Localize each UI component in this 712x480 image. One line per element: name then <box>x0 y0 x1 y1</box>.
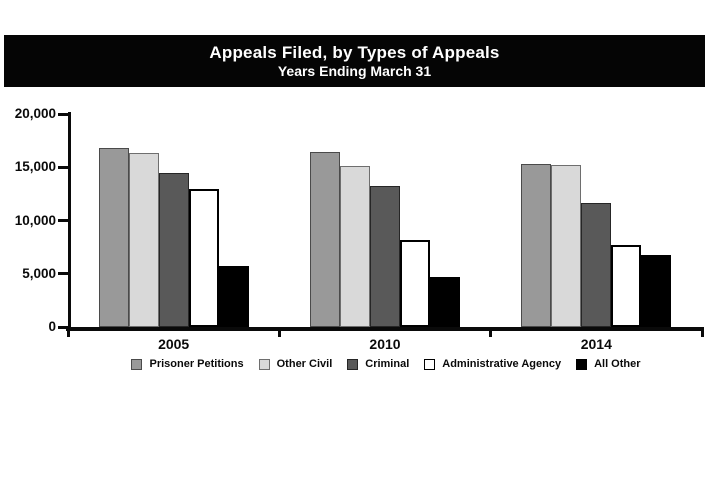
legend: Prisoner Petitions Other Civil Criminal Adm… <box>70 358 702 370</box>
y-tick <box>58 272 68 276</box>
legend-label: Prisoner Petitions <box>149 358 244 370</box>
bar <box>611 245 642 327</box>
bar <box>399 240 430 327</box>
x-tick <box>700 329 704 337</box>
bar <box>339 166 370 327</box>
y-tick-label: 0 <box>48 319 56 334</box>
legend-swatch-icon <box>258 358 270 370</box>
legend-item: Prisoner Petitions <box>131 358 244 370</box>
x-axis-line <box>66 327 704 331</box>
legend-swatch-icon <box>347 358 359 370</box>
bar <box>98 148 129 327</box>
legend-item: Other Civil <box>258 358 333 370</box>
bar <box>369 186 400 327</box>
bar <box>429 277 460 327</box>
y-tick-label: 15,000 <box>14 159 56 175</box>
legend-label: Administrative Agency <box>442 358 562 370</box>
y-tick <box>58 112 68 116</box>
bar-group-2014 <box>491 114 702 327</box>
title-banner: Appeals Filed, by Types of Appeals Years… <box>4 35 705 87</box>
chart-subtitle: Years Ending March 31 <box>277 63 432 79</box>
legend-item: Criminal <box>347 358 409 370</box>
bar <box>581 203 612 327</box>
x-tick <box>66 329 70 337</box>
y-tick-label: 20,000 <box>14 106 56 121</box>
bar <box>521 164 552 327</box>
y-tick-label: 5,000 <box>22 265 56 281</box>
bar-group-2005 <box>68 114 279 327</box>
legend-item: All Other <box>576 358 641 370</box>
bar <box>188 189 219 327</box>
bar-group-2010 <box>279 114 490 327</box>
y-tick <box>58 165 68 169</box>
x-category-label: 2005 <box>158 336 190 352</box>
legend-label: Criminal <box>365 358 410 370</box>
y-tick-label: 10,000 <box>14 212 56 228</box>
bar <box>641 255 672 327</box>
x-category-label: 2014 <box>580 336 612 352</box>
bar <box>218 266 249 327</box>
legend-label: All Other <box>594 358 641 370</box>
bar <box>158 173 189 327</box>
bar <box>309 152 340 327</box>
legend-swatch-icon <box>576 358 588 370</box>
x-category-label: 2010 <box>369 336 401 352</box>
bar <box>128 153 159 327</box>
y-tick <box>58 219 68 222</box>
chart-title: Appeals Filed, by Types of Appeals <box>209 43 500 62</box>
x-tick <box>277 329 281 337</box>
bar <box>551 165 582 327</box>
y-axis-line <box>68 112 71 329</box>
legend-label: Other Civil <box>276 358 333 370</box>
y-tick <box>58 325 68 329</box>
legend-swatch-icon <box>131 358 143 370</box>
legend-item: Administrative Agency <box>424 358 561 370</box>
legend-swatch-icon <box>424 358 436 370</box>
x-tick <box>489 329 493 337</box>
